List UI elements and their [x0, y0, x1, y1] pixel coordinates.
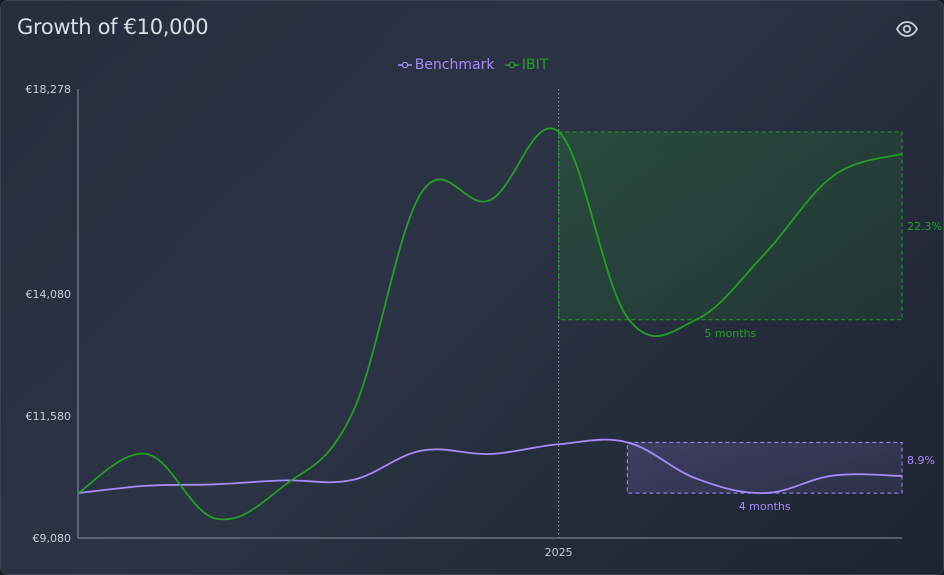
annotation-layer — [558, 131, 903, 494]
series-line-benchmark — [77, 438, 903, 494]
legend-label-benchmark: Benchmark — [414, 57, 495, 73]
y-tick-label: €18,278 — [26, 83, 72, 96]
legend-item-ibit[interactable]: IBIT — [504, 57, 549, 73]
change-label-benchmark: 8.9% — [907, 454, 935, 467]
legend-item-benchmark[interactable]: Benchmark — [397, 57, 495, 73]
y-tick-label: €14,080 — [26, 288, 72, 301]
x-tick-label: 2025 — [545, 546, 573, 559]
series-layer — [77, 127, 903, 521]
chart-title: Growth of €10,000 — [17, 15, 209, 39]
duration-label-ibit: 5 months — [704, 327, 756, 340]
label-layer: €18,278 €14,080 €11,580 €9,080 2025 5 months 2… — [26, 83, 942, 559]
change-label-ibit: 22.3% — [907, 220, 942, 233]
drawdown-box-ibit — [558, 131, 903, 321]
y-tick-label: €11,580 — [26, 410, 72, 423]
legend-label-ibit: IBIT — [521, 57, 549, 73]
y-tick-label: €9,080 — [33, 532, 72, 545]
legend-ibit-marker-icon — [504, 61, 519, 69]
eye-icon[interactable] — [895, 17, 919, 41]
chart-legend: Benchmark IBIT — [1, 57, 943, 74]
legend-benchmark-marker-icon — [397, 61, 412, 69]
series-line-ibit — [77, 127, 903, 521]
duration-label-benchmark: 4 months — [739, 500, 791, 513]
drawdown-box-benchmark — [626, 441, 903, 494]
